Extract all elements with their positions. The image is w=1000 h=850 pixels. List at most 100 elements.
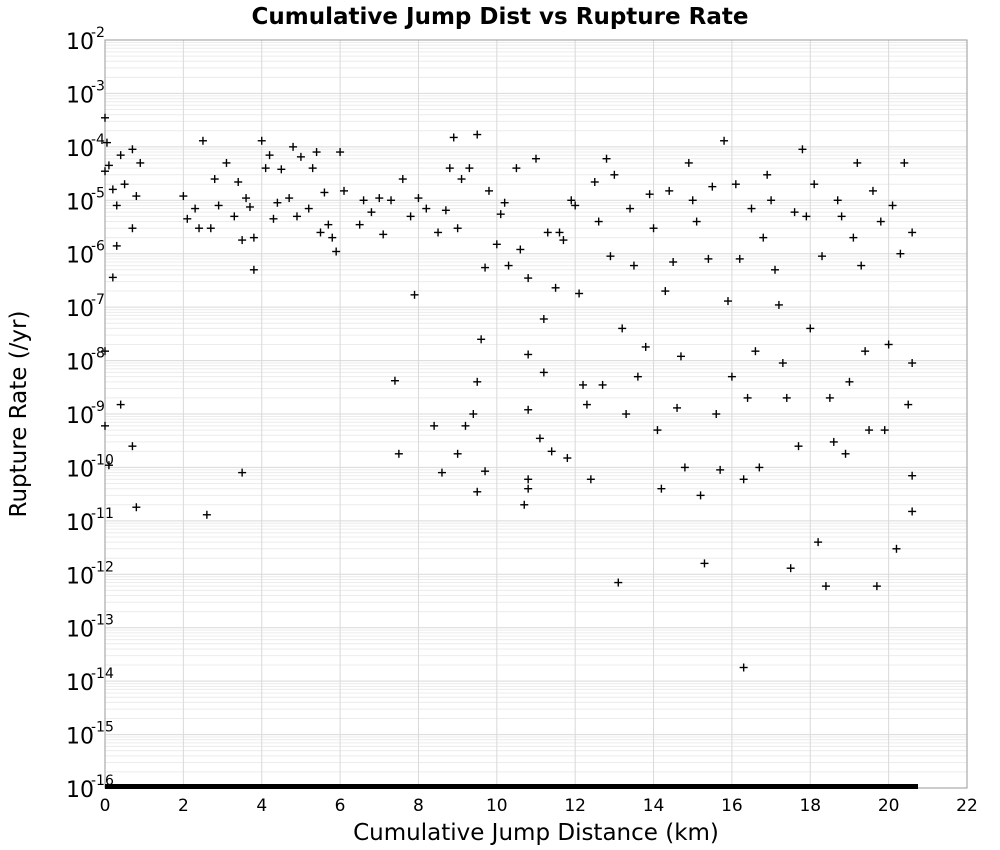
y-tick-label-base: 10	[66, 244, 94, 269]
data-point	[551, 283, 560, 292]
y-tick-label-base: 10	[66, 511, 94, 536]
y-tick-label-exponent: -14	[91, 666, 114, 682]
data-point	[880, 426, 889, 435]
data-point	[708, 182, 717, 191]
data-point	[101, 421, 109, 430]
data-point	[567, 196, 576, 205]
data-point	[492, 240, 501, 249]
data-point	[806, 324, 815, 333]
y-tick-label-exponent: -7	[91, 292, 105, 308]
y-tick-label-exponent: -9	[91, 399, 105, 415]
y-tick-label-exponent: -4	[91, 132, 105, 148]
data-point	[191, 204, 200, 213]
x-tick-label: 10	[486, 796, 508, 816]
x-tick-label: 8	[413, 796, 424, 816]
data-point	[582, 400, 591, 409]
data-point	[731, 180, 740, 189]
y-tick-label-exponent: -5	[91, 185, 105, 201]
data-point	[684, 158, 693, 167]
data-point	[712, 410, 721, 418]
data-point	[453, 449, 462, 458]
data-point	[375, 194, 384, 203]
data-point	[257, 136, 266, 145]
x-tick-label: 0	[100, 796, 111, 816]
data-point	[132, 503, 141, 512]
data-point	[908, 471, 917, 480]
data-point	[112, 201, 121, 210]
data-point	[179, 192, 188, 201]
data-point	[818, 252, 827, 261]
data-point	[532, 154, 540, 163]
data-point	[641, 342, 650, 351]
data-point	[445, 164, 454, 173]
data-point	[786, 564, 795, 573]
data-point	[908, 228, 917, 237]
data-point	[328, 233, 337, 242]
data-point	[610, 170, 619, 179]
data-point	[104, 461, 113, 470]
data-point	[661, 287, 670, 296]
data-point	[904, 400, 913, 409]
data-point	[512, 164, 521, 173]
data-point	[543, 228, 552, 237]
data-point	[704, 254, 713, 263]
data-point	[355, 220, 364, 229]
data-point	[861, 347, 870, 356]
data-point	[547, 447, 556, 456]
data-point	[477, 335, 486, 344]
data-point	[524, 405, 533, 414]
data-point	[669, 257, 678, 266]
data-point	[849, 233, 858, 242]
data-point	[802, 212, 811, 221]
data-point	[273, 198, 282, 207]
data-point	[665, 186, 674, 195]
x-tick-label: 14	[643, 796, 665, 816]
data-point	[242, 194, 251, 203]
data-point	[261, 164, 270, 173]
data-point	[790, 208, 799, 217]
data-point	[747, 204, 756, 213]
data-point	[128, 145, 137, 154]
data-point	[469, 410, 478, 418]
data-point	[555, 228, 564, 237]
data-point	[794, 442, 803, 451]
data-point	[618, 324, 627, 333]
data-point	[606, 252, 615, 261]
scatter-points	[101, 113, 917, 672]
data-point	[602, 154, 611, 163]
y-tick-label-base: 10	[66, 671, 94, 696]
data-point	[292, 212, 301, 221]
data-point	[692, 217, 701, 226]
data-point	[571, 201, 580, 210]
data-point	[238, 236, 247, 245]
y-tick-label-exponent: -13	[91, 613, 114, 629]
data-point	[304, 204, 313, 213]
data-point	[524, 475, 533, 484]
data-point	[359, 196, 368, 205]
data-point	[653, 426, 662, 435]
data-point	[700, 559, 709, 568]
data-point	[774, 300, 783, 309]
x-tick-label: 12	[564, 796, 586, 816]
data-point	[633, 372, 642, 381]
y-tick-label-base: 10	[66, 297, 94, 322]
data-point	[332, 247, 341, 256]
data-point	[496, 210, 505, 219]
y-tick-label-base: 10	[66, 190, 94, 215]
data-point	[535, 434, 544, 443]
data-point	[829, 437, 838, 446]
data-point	[202, 510, 211, 519]
data-point	[379, 230, 388, 239]
data-point	[410, 290, 419, 299]
data-point	[128, 224, 137, 233]
data-point	[649, 224, 658, 233]
data-point	[563, 454, 572, 463]
data-point	[720, 136, 729, 145]
y-tick-label-base: 10	[66, 404, 94, 429]
y-tick-label-exponent: -8	[91, 346, 105, 362]
x-tick-label: 16	[721, 796, 743, 816]
data-point	[908, 507, 917, 516]
data-point	[520, 500, 529, 509]
data-point	[723, 297, 732, 306]
data-point	[101, 167, 109, 176]
